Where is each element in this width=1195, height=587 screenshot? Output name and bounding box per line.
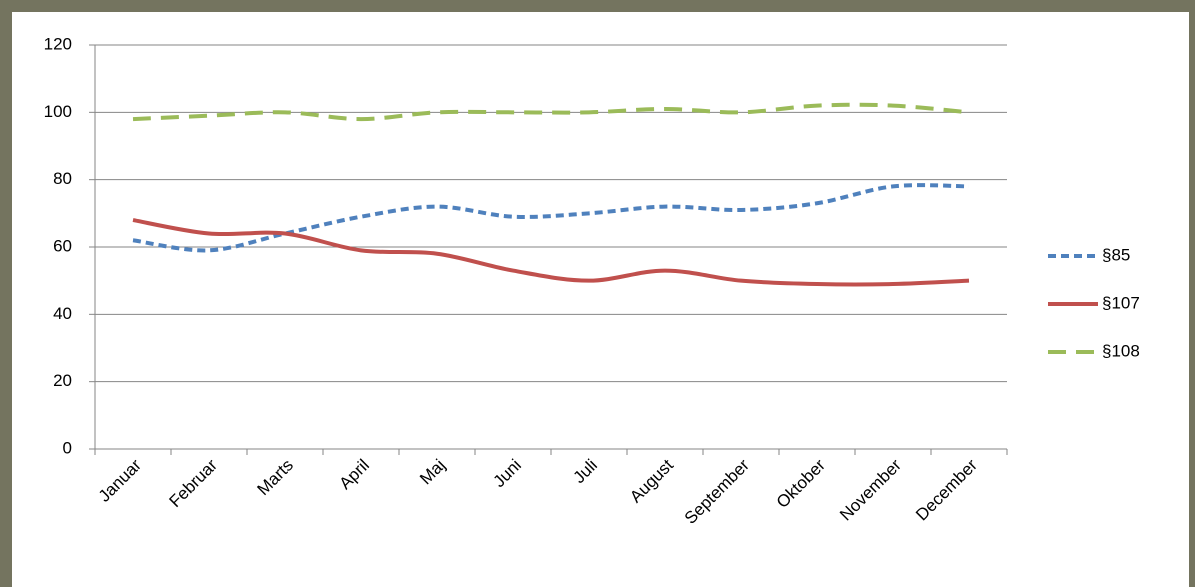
legend-label: §108 [1102, 341, 1140, 360]
x-tick-label: Juni [490, 456, 525, 491]
legend-label: §107 [1102, 293, 1140, 312]
series-line [132, 102, 970, 122]
x-tick-label: Februar [165, 455, 221, 511]
y-tick-label: 80 [53, 169, 72, 188]
x-tick-label: September [681, 455, 753, 527]
y-tick-label: 60 [53, 236, 72, 255]
x-tick-label: November [836, 455, 905, 524]
y-tick-label: 40 [53, 304, 72, 323]
x-tick-label: Marts [254, 456, 297, 499]
x-tick-label: Januar [95, 455, 145, 505]
x-tick-label: Maj [416, 456, 449, 489]
y-tick-label: 100 [44, 102, 72, 121]
chart-frame [12, 12, 1189, 587]
x-tick-label: August [626, 455, 677, 506]
y-tick-label: 120 [44, 34, 72, 53]
x-tick-label: Oktober [773, 455, 829, 511]
series-line [132, 218, 970, 287]
series-line [132, 183, 970, 253]
y-tick-label: 20 [53, 371, 72, 390]
legend-label: §85 [1102, 245, 1130, 264]
y-tick-label: 0 [63, 438, 72, 457]
x-tick-label: Juli [570, 456, 601, 487]
x-tick-label: December [912, 455, 981, 524]
x-tick-label: April [336, 456, 373, 493]
